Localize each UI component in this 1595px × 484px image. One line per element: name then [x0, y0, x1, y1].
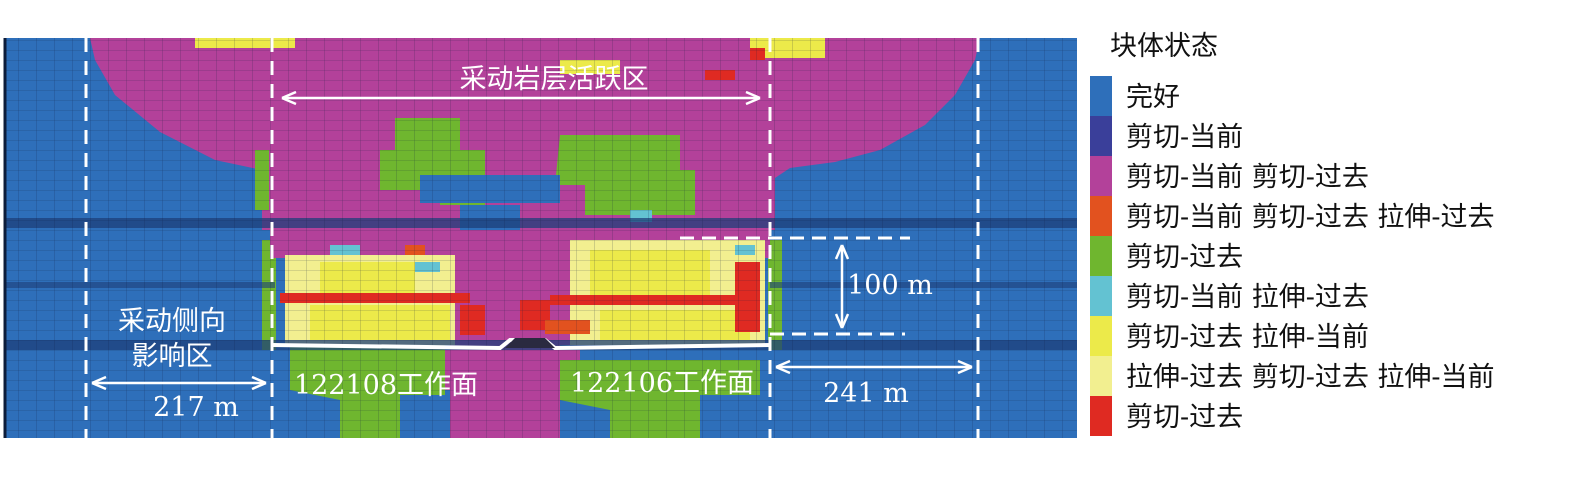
active-zone-label: 采动岩层活跃区: [460, 64, 649, 95]
legend-label-3: 剪切-当前 剪切-过去: [1126, 162, 1369, 193]
side-zone-label-2: 影响区: [132, 341, 213, 372]
legend-label-1: 完好: [1126, 82, 1180, 113]
legend-label-4: 剪切-当前 剪切-过去 拉伸-过去: [1126, 202, 1495, 233]
annotation-labels: 采动岩层活跃区 采动侧向 影响区 217 m 241 m 100 m 12210…: [118, 64, 933, 423]
model-panel: [3, 38, 1077, 438]
legend-label-2: 剪切-当前: [1126, 122, 1243, 153]
legend-label-9: 剪切-过去: [1126, 402, 1243, 433]
dist-left-label: 217 m: [153, 392, 239, 423]
legend-label-5: 剪切-过去: [1126, 242, 1243, 273]
legend-swatch-7: [1090, 316, 1112, 356]
legend-swatch-5: [1090, 236, 1112, 276]
face-right-label: 122106工作面: [570, 368, 754, 399]
annotations-overlay: [84, 38, 980, 438]
legend-swatch-2: [1090, 116, 1112, 156]
legend-label-6: 剪切-当前 拉伸-过去: [1126, 282, 1369, 313]
legend-swatch-4: [1090, 196, 1112, 236]
legend-label-7: 剪切-过去 拉伸-当前: [1126, 322, 1369, 353]
legend-label-8: 拉伸-过去 剪切-过去 拉伸-当前: [1126, 362, 1495, 393]
dist-right-label: 241 m: [823, 378, 909, 409]
side-zone-label-1: 采动侧向: [118, 306, 226, 337]
face-left-label: 122108工作面: [294, 370, 478, 401]
legend-swatch-8: [1090, 356, 1112, 396]
legend-swatch-9: [1090, 396, 1112, 436]
legend-swatch-6: [1090, 276, 1112, 316]
face-opening-dark: [505, 338, 555, 348]
height-label: 100 m: [847, 270, 933, 301]
block-grid: [5, 38, 1077, 438]
legend-swatch-3: [1090, 156, 1112, 196]
legend-title: 块体状态: [1110, 31, 1218, 62]
legend-swatch-1: [1090, 76, 1112, 116]
